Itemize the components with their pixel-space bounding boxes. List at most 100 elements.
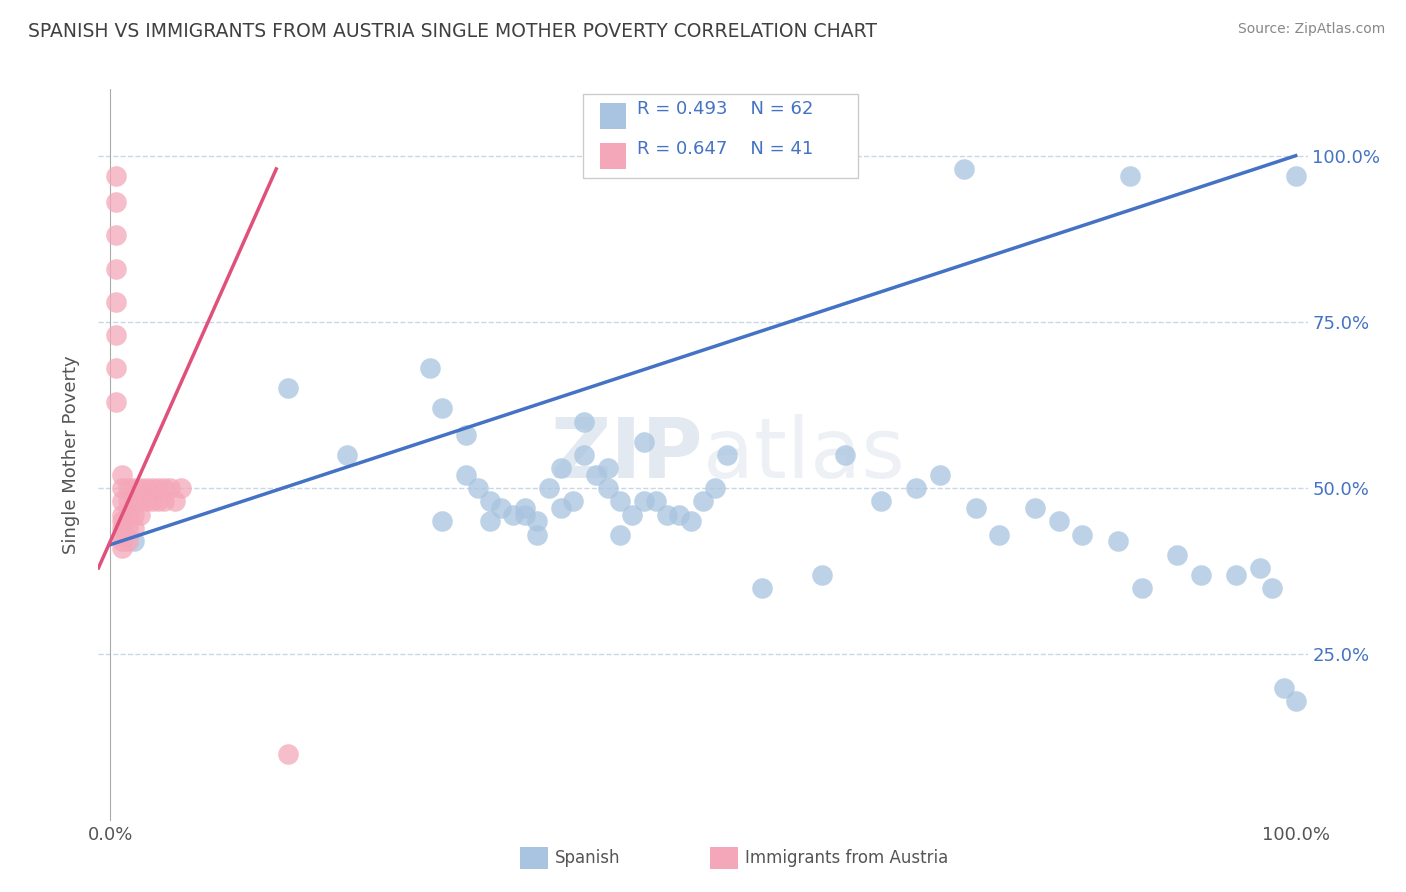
Point [598,481,620,495]
Text: Immigrants from Austria: Immigrants from Austria [745,849,949,867]
Point [810,567,832,582]
Point [1119,169,1142,183]
Point [1189,567,1212,582]
Point [1285,694,1308,708]
Point [277,381,299,395]
Point [152,481,174,495]
Text: R = 0.493    N = 62: R = 0.493 N = 62 [637,100,813,118]
Text: atlas: atlas [703,415,904,495]
Point [419,361,441,376]
Point [170,481,193,495]
Text: SPANISH VS IMMIGRANTS FROM AUSTRIA SINGLE MOTHER POVERTY CORRELATION CHART: SPANISH VS IMMIGRANTS FROM AUSTRIA SINGL… [28,22,877,41]
Point [117,521,139,535]
Point [129,494,152,508]
Point [122,494,145,508]
Point [598,461,620,475]
Point [585,467,607,482]
Point [965,501,987,516]
Point [1166,548,1188,562]
Point [111,481,134,495]
Point [467,481,489,495]
Point [574,448,596,462]
Point [550,461,572,475]
Point [111,494,134,508]
Point [657,508,679,522]
Point [141,481,163,495]
Point [336,448,359,462]
Text: R = 0.647    N = 41: R = 0.647 N = 41 [637,140,813,158]
Point [537,481,560,495]
Point [1130,581,1153,595]
Point [633,434,655,449]
Point [550,501,572,516]
Point [620,508,643,522]
Point [905,481,928,495]
Point [105,228,128,243]
Point [277,747,299,761]
Point [111,541,134,555]
Point [633,494,655,508]
Point [111,521,134,535]
Y-axis label: Single Mother Poverty: Single Mother Poverty [62,356,80,554]
Point [454,467,477,482]
Point [105,195,128,210]
Point [159,481,181,495]
Point [105,328,128,343]
Point [111,534,134,549]
Point [152,494,174,508]
Point [869,494,891,508]
Point [515,501,537,516]
Point [644,494,666,508]
Point [1249,561,1271,575]
Point [478,515,501,529]
Point [105,261,128,276]
Point [716,448,738,462]
Point [111,467,134,482]
Point [122,534,145,549]
Point [1071,527,1094,541]
Point [491,501,513,516]
Point [834,448,856,462]
Point [122,521,145,535]
Point [135,494,157,508]
Point [574,415,596,429]
Point [432,401,454,416]
Point [454,428,477,442]
Point [478,494,501,508]
Point [111,515,134,529]
Point [117,508,139,522]
Text: Spanish: Spanish [555,849,621,867]
Point [117,481,139,495]
Point [526,527,548,541]
Point [117,534,139,549]
Point [141,494,163,508]
Point [692,155,714,169]
Point [681,515,703,529]
Point [432,515,454,529]
Point [135,481,157,495]
Point [1261,581,1284,595]
Point [1107,534,1129,549]
Point [105,295,128,310]
Point [515,508,537,522]
Point [122,508,145,522]
Point [129,481,152,495]
Point [111,508,134,522]
Point [146,481,169,495]
Point [1047,515,1070,529]
Point [146,494,169,508]
Point [751,581,773,595]
Point [165,494,187,508]
Point [609,527,631,541]
Point [929,467,952,482]
Point [526,515,548,529]
Point [111,527,134,541]
Point [129,508,152,522]
Point [105,394,128,409]
Point [122,481,145,495]
Point [668,508,690,522]
Text: ZIP: ZIP [551,415,703,495]
Point [609,494,631,508]
Text: Source: ZipAtlas.com: Source: ZipAtlas.com [1237,22,1385,37]
Point [952,161,974,176]
